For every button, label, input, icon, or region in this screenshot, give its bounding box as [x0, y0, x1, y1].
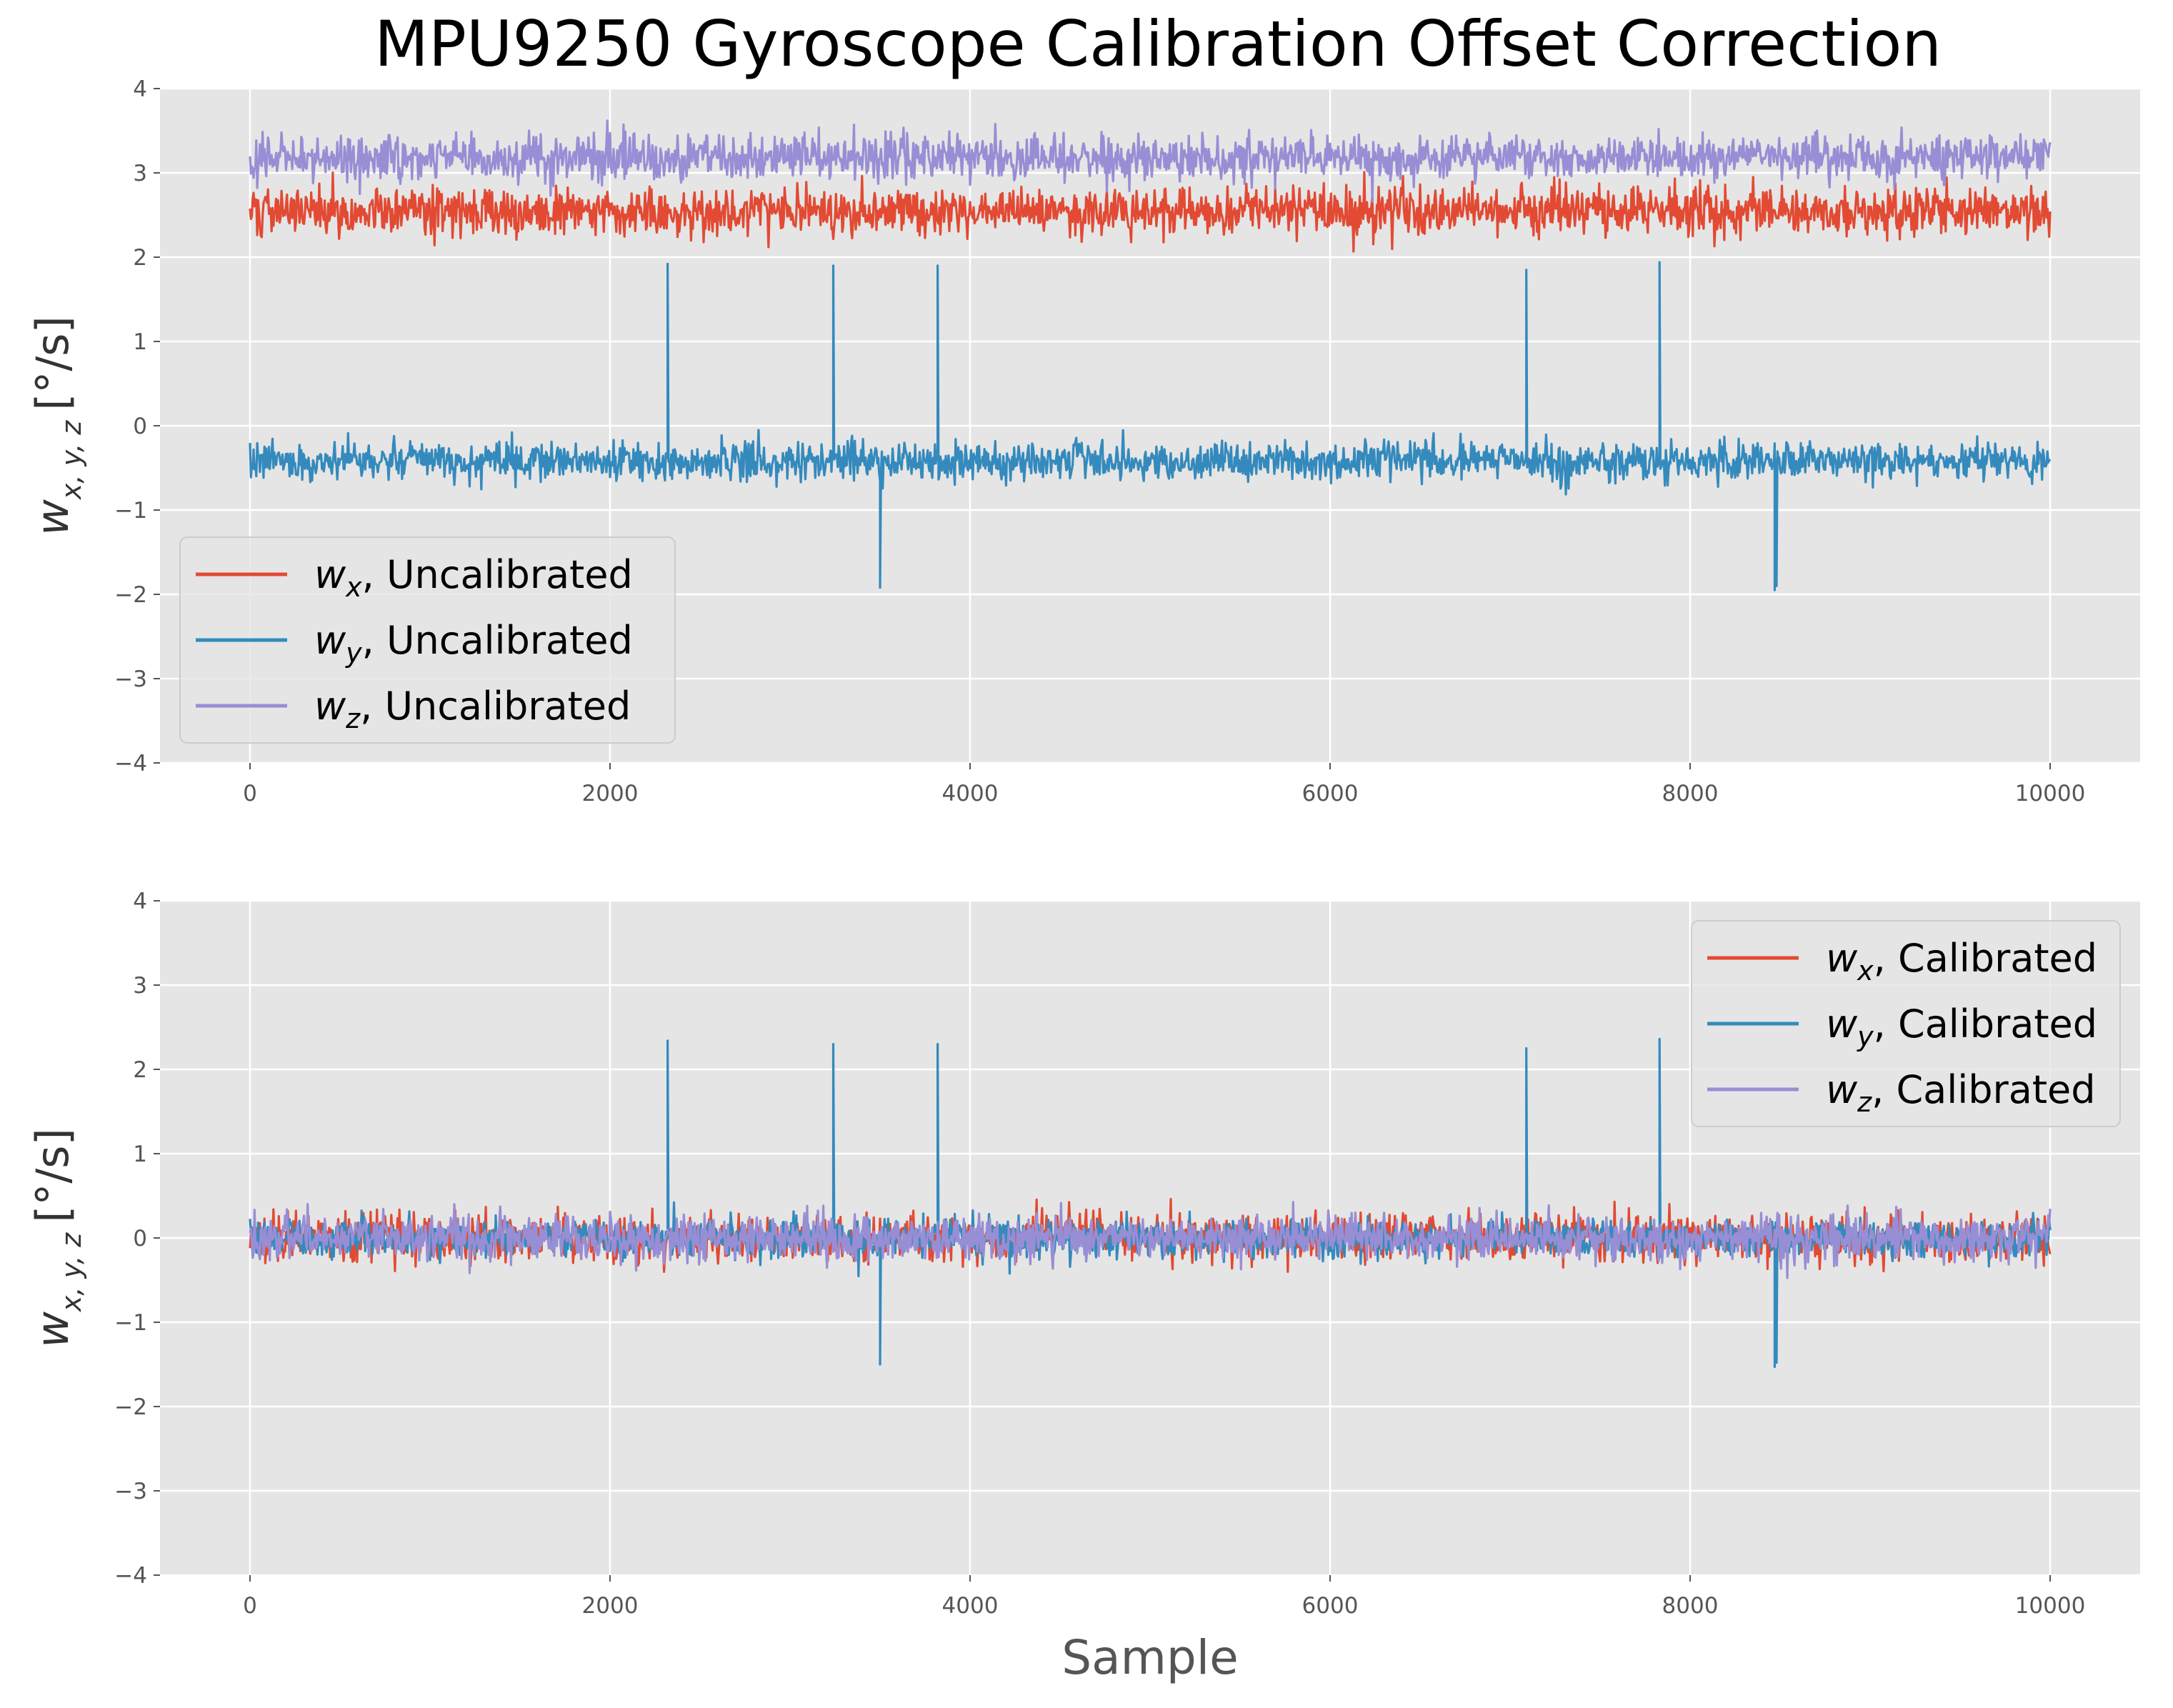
legend-label-wz: wz, Calibrated: [1826, 1067, 2096, 1118]
legend: wx, Calibrated wy, Calibrated wz, Calibrat…: [1691, 920, 2121, 1127]
x-tick-label: 0: [243, 781, 257, 806]
y-axis-symbol: w: [26, 499, 79, 536]
x-tick-label: 4000: [942, 1593, 999, 1619]
y-tick-label: 3: [133, 161, 147, 186]
x-tick-label: 6000: [1302, 781, 1359, 806]
y-tick-label: −1: [114, 498, 147, 524]
legend-label-wz: wz, Uncalibrated: [314, 684, 631, 734]
x-tick-label: 2000: [582, 781, 639, 806]
y-tick-label: −2: [114, 582, 147, 608]
series-line-wz: [249, 1201, 2052, 1279]
x-tick-label: 2000: [582, 1593, 639, 1619]
x-tick-label: 4000: [942, 781, 999, 806]
series-line-wy: [249, 261, 2052, 591]
y-axis-unit: [°/s]: [26, 1128, 79, 1223]
y-tick-label: 4: [133, 889, 147, 914]
x-axis-label: Sample: [1061, 1630, 1238, 1685]
y-tick-label: 0: [133, 1226, 147, 1252]
series-line-wz: [249, 119, 2052, 203]
y-tick-label: −3: [114, 1479, 147, 1504]
y-tick-label: 2: [133, 1057, 147, 1083]
y-tick-label: −4: [114, 1563, 147, 1589]
y-tick-label: −3: [114, 666, 147, 692]
chart-title: MPU9250 Gyroscope Calibration Offset Cor…: [374, 7, 1942, 81]
y-axis-symbol: w: [26, 1312, 79, 1348]
y-tick-label: 3: [133, 973, 147, 999]
top-panel: 0 2000 4000 6000 8000 10000 4 3 2 1 0 −1 −2 −3 −4 wx, y…: [26, 76, 2140, 806]
y-axis-label: wx, y, z [°/s]: [26, 316, 87, 536]
legend-box: [1691, 920, 2121, 1127]
y-tick-label: 0: [133, 414, 147, 439]
x-tick-label: 0: [243, 1593, 257, 1619]
y-tick-label: −1: [114, 1310, 147, 1336]
x-tick-label: 6000: [1302, 1593, 1359, 1619]
series-line-wx: [249, 171, 2052, 253]
y-tick-label: 1: [133, 329, 147, 355]
y-tick-label: −4: [114, 751, 147, 776]
y-axis-label: wx, y, z [°/s]: [26, 1128, 87, 1348]
y-tick-label: −2: [114, 1394, 147, 1420]
x-tick-label: 8000: [1662, 781, 1719, 806]
x-tick-label: 8000: [1662, 1593, 1719, 1619]
legend-label-wy: wy, Calibrated: [1826, 1002, 2097, 1052]
y-axis-unit: [°/s]: [26, 316, 79, 411]
y-tick-label: 1: [133, 1142, 147, 1167]
legend-box: [179, 536, 676, 744]
x-tick-label: 10000: [2015, 1593, 2086, 1619]
x-tick-label: 10000: [2015, 781, 2086, 806]
y-tick-label: 4: [133, 76, 147, 102]
bottom-panel: 0 2000 4000 6000 8000 10000 4 3 2 1 0 −1 −2 −3 −4 wx, y…: [26, 889, 2140, 1685]
y-tick-label: 2: [133, 245, 147, 271]
legend: wx, Uncalibrated wy, Uncalibrated wz, Unca…: [179, 536, 676, 744]
legend-label-wx: wx, Uncalibrated: [314, 552, 633, 603]
y-axis-subscript: x, y, z: [56, 1232, 87, 1312]
legend-label-wy: wy, Uncalibrated: [314, 618, 633, 669]
legend-label-wx: wx, Calibrated: [1826, 936, 2097, 987]
y-axis-subscript: x, y, z: [56, 420, 87, 500]
